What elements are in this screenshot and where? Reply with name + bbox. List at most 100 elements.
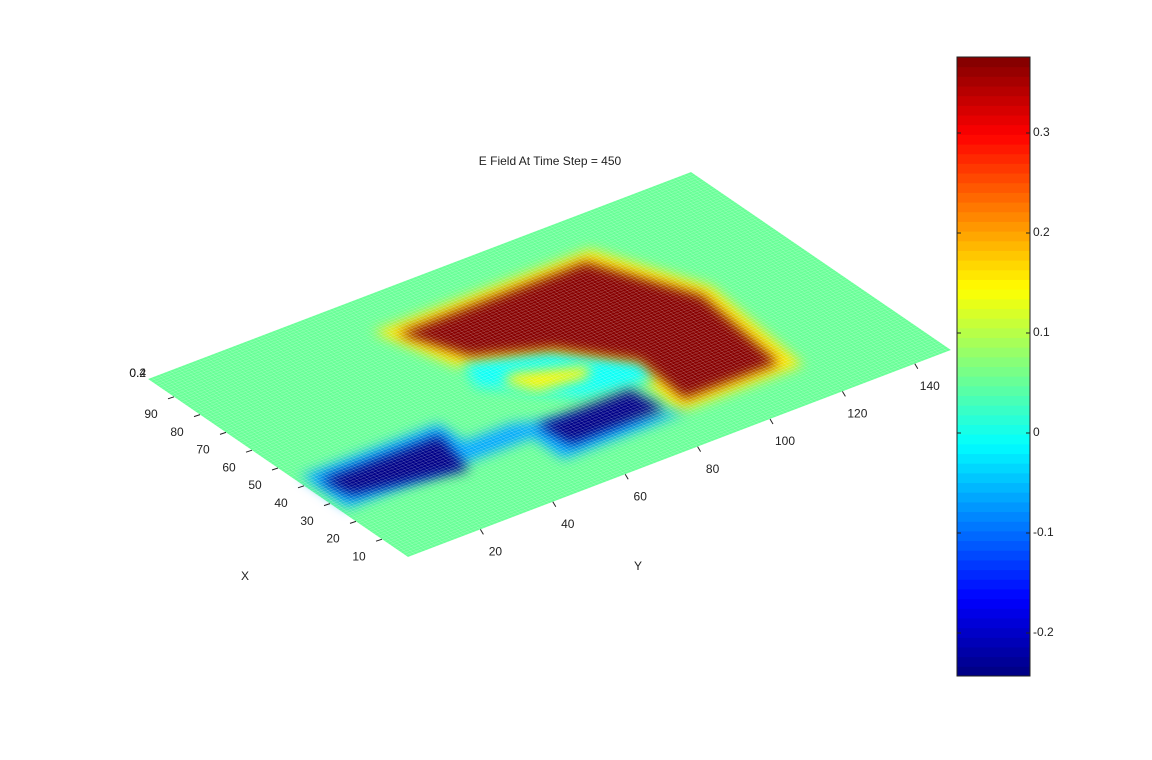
mesh-line <box>538 229 800 409</box>
mesh-line <box>254 244 798 453</box>
x-tick-label: 50 <box>248 478 262 492</box>
colorbar-band <box>957 269 1030 280</box>
mesh-line <box>603 204 865 384</box>
mesh-line <box>611 202 872 381</box>
y-tick-label: 80 <box>706 462 720 476</box>
x-tick-label: 20 <box>326 532 340 546</box>
colorbar-band <box>957 240 1030 251</box>
colorbar-band <box>957 472 1030 484</box>
colorbar-tick-label: -0.1 <box>1033 525 1054 539</box>
mesh-line <box>419 275 680 454</box>
y-tick <box>914 363 919 370</box>
x-tick-label: 60 <box>222 460 236 474</box>
mesh-line <box>165 371 427 551</box>
mesh-line <box>233 230 777 438</box>
mesh-line <box>215 218 759 426</box>
mesh-line <box>495 246 756 425</box>
mesh-line <box>163 182 707 390</box>
y-tick <box>552 501 557 508</box>
mesh-line <box>549 225 810 405</box>
mesh-line <box>676 177 937 356</box>
mesh-line <box>301 276 845 485</box>
mesh-line <box>353 312 897 520</box>
mesh-line <box>415 276 677 456</box>
mesh-line <box>441 267 702 446</box>
mesh-line <box>473 254 734 434</box>
colorbar-band <box>957 530 1030 542</box>
mesh-line <box>169 370 430 549</box>
y-tick-label: 100 <box>775 434 795 448</box>
mesh-line <box>205 356 467 536</box>
mesh-line <box>405 347 949 556</box>
colorbar-band <box>957 221 1030 232</box>
mesh-line <box>298 275 842 483</box>
mesh-line <box>257 246 801 454</box>
mesh-line <box>191 362 452 541</box>
colorbar-band <box>957 463 1030 474</box>
mesh-line <box>194 360 456 540</box>
y-tick <box>697 446 702 452</box>
mesh-line <box>607 203 868 382</box>
mesh-line <box>513 239 774 418</box>
mesh-line <box>332 308 593 487</box>
mesh-line <box>381 331 926 540</box>
colorbar-band <box>957 260 1030 271</box>
mesh-line <box>571 217 832 396</box>
mesh-line <box>335 299 879 508</box>
colorbar-band <box>957 617 1030 629</box>
mesh-line <box>216 352 477 531</box>
mesh-line <box>223 349 485 529</box>
mesh-line <box>231 347 492 526</box>
y-tick-label: 40 <box>561 517 575 531</box>
colorbar-band <box>957 414 1030 426</box>
mesh-line <box>394 340 939 549</box>
x-tick-label: 30 <box>300 514 314 528</box>
colorbar-band <box>957 366 1030 377</box>
mesh-line <box>270 331 532 511</box>
mesh-line <box>422 273 684 453</box>
mesh-line <box>307 318 568 497</box>
mesh-line <box>665 181 926 360</box>
mesh-line <box>553 224 814 403</box>
mesh-line <box>256 337 517 516</box>
mesh-line <box>223 223 767 431</box>
colorbar-band <box>957 66 1030 77</box>
colorbar-band <box>957 443 1030 455</box>
mesh-line <box>236 232 780 440</box>
mesh-line <box>251 242 796 451</box>
mesh-line <box>180 366 441 545</box>
colorbar-band <box>957 95 1030 106</box>
y-tick <box>479 529 484 535</box>
y-tick-label: 20 <box>489 545 503 559</box>
x-tick-label: 10 <box>352 549 366 563</box>
mesh-line <box>228 226 772 435</box>
mesh-line <box>363 319 907 527</box>
mesh-line <box>303 278 848 487</box>
mesh-line <box>158 374 420 554</box>
mesh-line <box>207 212 751 421</box>
mesh-line <box>260 336 521 515</box>
mesh-line <box>361 297 622 476</box>
mesh-line <box>245 341 506 520</box>
mesh-line <box>329 296 874 504</box>
mesh-line <box>643 189 905 369</box>
mesh-line <box>186 198 731 406</box>
mesh-line <box>614 200 876 380</box>
mesh-line <box>679 175 941 355</box>
mesh-line <box>531 232 792 411</box>
mesh-line <box>231 228 775 437</box>
mesh-line <box>316 287 861 495</box>
mesh-line <box>455 261 716 440</box>
mesh-line <box>426 272 687 451</box>
mesh-line <box>451 262 713 442</box>
y-tick-label: 120 <box>847 407 867 421</box>
mesh-line <box>470 255 731 435</box>
mesh-line <box>345 307 889 515</box>
x-axis-label: X <box>241 569 249 583</box>
mesh-line <box>192 202 736 410</box>
mesh-line <box>283 264 827 472</box>
mesh-line <box>150 173 694 382</box>
mesh-line <box>303 319 564 498</box>
mesh-line <box>187 363 448 543</box>
